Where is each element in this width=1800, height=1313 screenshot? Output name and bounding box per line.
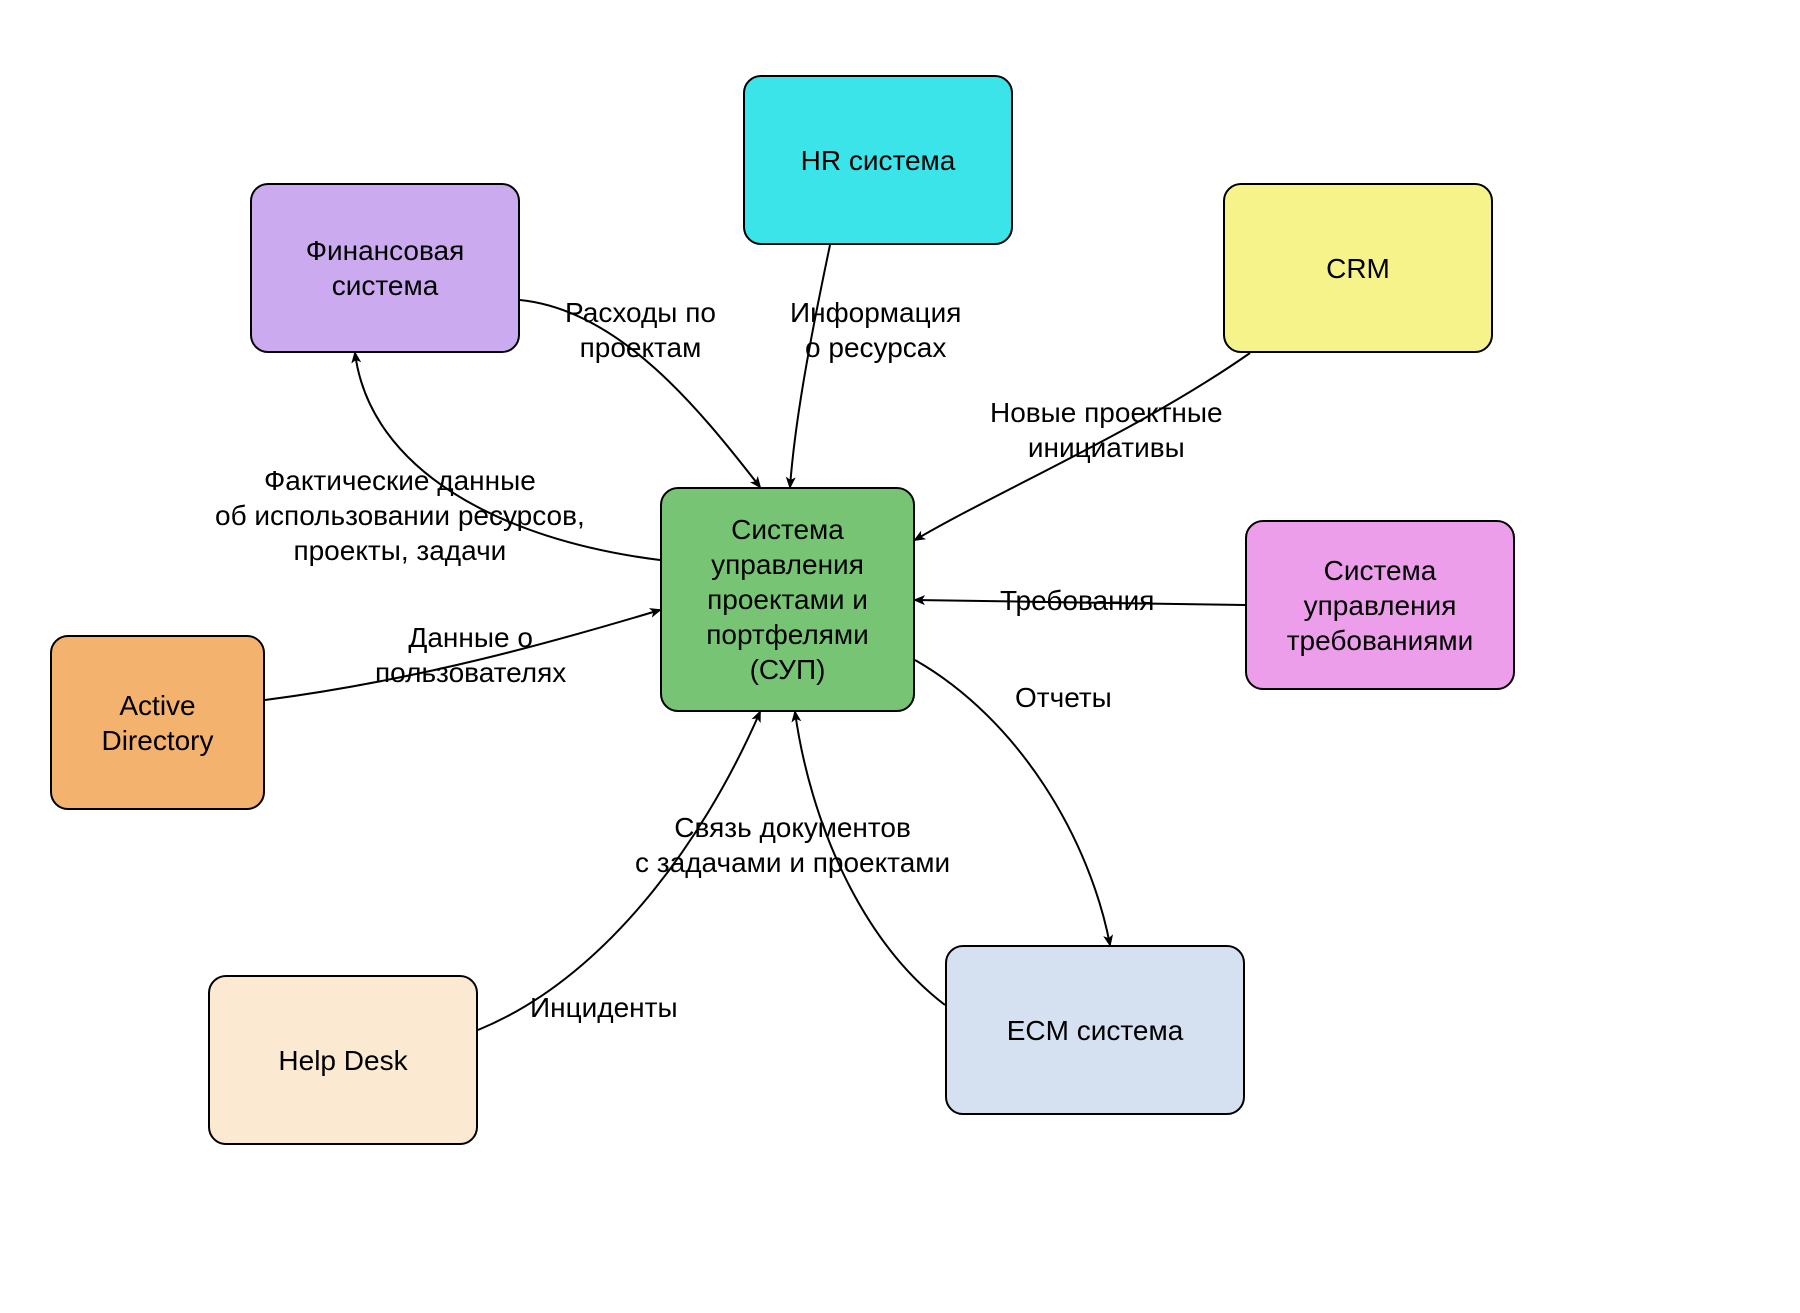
- node-label: HR система: [801, 143, 956, 178]
- node-center: Система управления проектами и портфелям…: [660, 487, 915, 712]
- node-finance: Финансовая система: [250, 183, 520, 353]
- diagram-canvas: Система управления проектами и портфелям…: [0, 0, 1800, 1313]
- node-label: Финансовая система: [306, 233, 465, 303]
- node-requirements: Система управления требованиями: [1245, 520, 1515, 690]
- edge-label-requirements-to-center: Требования: [1000, 583, 1154, 618]
- edge-label-finance-to-center: Расходы по проектам: [565, 295, 716, 365]
- edge-label-center-to-finance: Фактические данные об использовании ресу…: [215, 463, 585, 568]
- node-hr: HR система: [743, 75, 1013, 245]
- node-label: Help Desk: [278, 1043, 407, 1078]
- node-label: Система управления требованиями: [1287, 553, 1474, 658]
- node-ecm: ECM система: [945, 945, 1245, 1115]
- node-label: Система управления проектами и портфелям…: [706, 512, 869, 687]
- node-label: ECM система: [1007, 1013, 1184, 1048]
- edge-label-hr-to-center: Информация о ресурсах: [790, 295, 961, 365]
- edge-label-center-to-ecm: Отчеты: [1015, 680, 1112, 715]
- edge-label-ad-to-center: Данные о пользователях: [375, 620, 566, 690]
- node-label: Active Directory: [101, 688, 213, 758]
- edge-hr-to-center: [790, 245, 830, 487]
- node-helpdesk: Help Desk: [208, 975, 478, 1145]
- node-crm: CRM: [1223, 183, 1493, 353]
- node-ad: Active Directory: [50, 635, 265, 810]
- edge-label-crm-to-center: Новые проектные инициативы: [990, 395, 1223, 465]
- node-label: CRM: [1326, 251, 1390, 286]
- edge-label-helpdesk-to-center: Инциденты: [530, 990, 678, 1025]
- edge-label-ecm-to-center: Связь документов с задачами и проектами: [635, 810, 950, 880]
